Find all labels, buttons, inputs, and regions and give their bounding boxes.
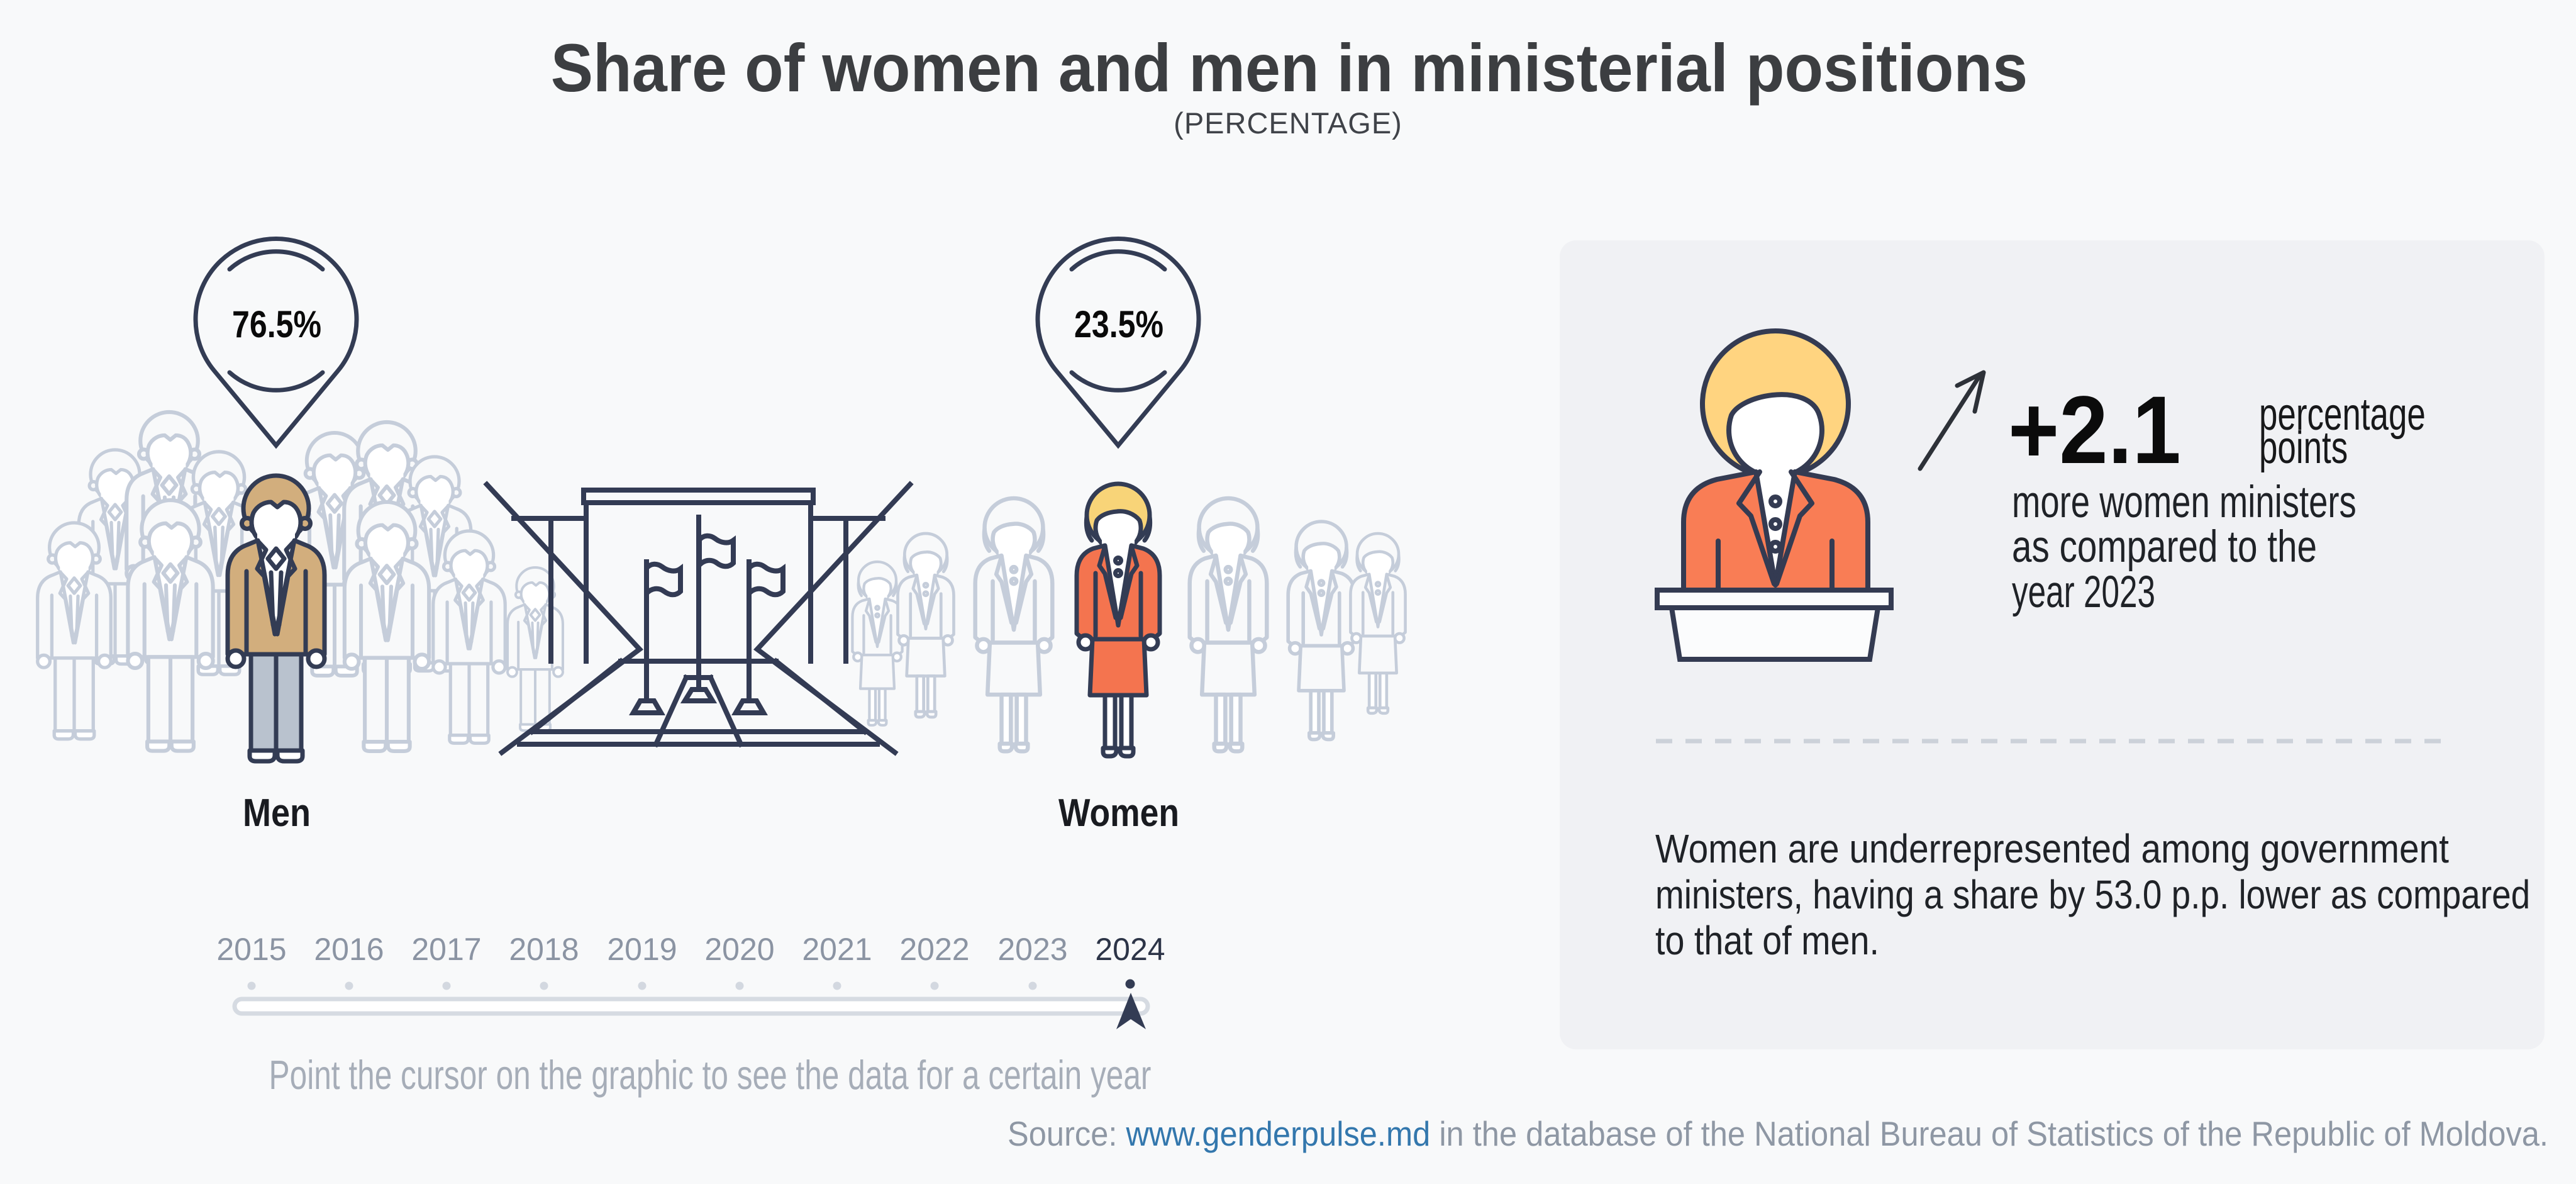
svg-text:2016: 2016 (314, 932, 384, 967)
svg-text:2015: 2015 (216, 932, 286, 967)
svg-text:2019: 2019 (607, 932, 677, 967)
svg-text:2024: 2024 (1095, 932, 1165, 967)
svg-text:Women: Women (1058, 791, 1179, 835)
svg-text:23.5%: 23.5% (1074, 303, 1163, 345)
svg-text:2022: 2022 (899, 932, 969, 967)
svg-text:2018: 2018 (509, 932, 579, 967)
svg-text:2023: 2023 (997, 932, 1067, 967)
svg-text:Men: Men (243, 791, 311, 835)
svg-text:2017: 2017 (411, 932, 481, 967)
svg-text:76.5%: 76.5% (232, 303, 321, 345)
svg-text:Point the cursor on the graphi: Point the cursor on the graphic to see t… (269, 1053, 1152, 1098)
svg-text:2020: 2020 (704, 932, 774, 967)
svg-text:2021: 2021 (802, 932, 872, 967)
